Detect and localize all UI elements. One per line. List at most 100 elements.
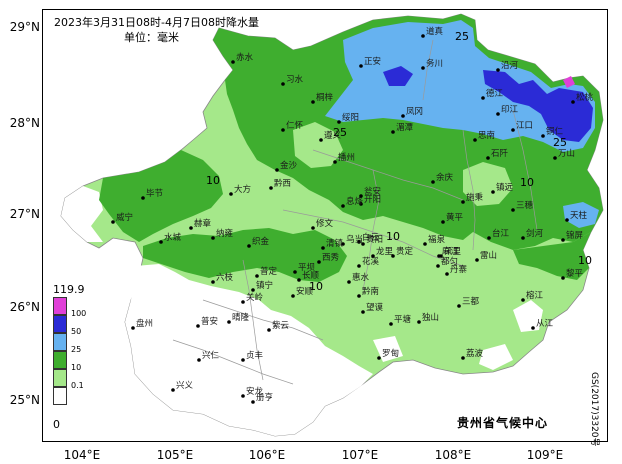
city-dot (487, 236, 491, 240)
map-title: 2023年3月31日08时-4月7日08时降水量 (54, 16, 259, 29)
city-label: 印江 (501, 104, 519, 115)
city-dot (445, 272, 449, 276)
city-dot (211, 236, 215, 240)
unit-label: 单位：毫米 (124, 31, 179, 44)
lon-label-104: 104°E (63, 448, 101, 462)
city-dot (521, 298, 525, 302)
city-label: 贞丰 (246, 350, 264, 361)
city-label: 纳雍 (216, 228, 234, 239)
city-dot (359, 194, 363, 198)
city-label: 关岭 (246, 292, 264, 303)
city-dot (251, 400, 255, 404)
very-heavy-rain-region-northeast (483, 70, 593, 142)
legend-level-label: 50 (71, 327, 82, 336)
legend-level-label: 25 (71, 345, 82, 354)
city-dot (401, 114, 405, 118)
city-dot (377, 356, 381, 360)
city-label: 黎平 (566, 268, 584, 279)
map-review-code: GS(2017)3320号 (589, 372, 599, 447)
contour-label: 10 (386, 230, 400, 243)
city-label: 惠水 (352, 272, 370, 283)
city-dot (357, 240, 361, 244)
map-frame: 25 25 25 10 10 10 10 10 道真 赤水 习水 正安 务川 沿河 桐梓 德江… (42, 9, 608, 442)
city-dot (361, 242, 365, 246)
city-label: 兴仁 (202, 350, 220, 361)
city-dot (255, 274, 259, 278)
city-label: 望谟 (366, 302, 384, 313)
city-dot (486, 156, 490, 160)
legend-level-label: 10 (71, 363, 82, 372)
city-dot (189, 226, 193, 230)
city-dot (571, 100, 575, 104)
city-label: 乌当 (346, 234, 363, 245)
city-label: 独山 (422, 312, 439, 323)
city-label: 荔波 (466, 348, 484, 359)
city-label: 务川 (426, 58, 443, 69)
lat-label-28: 28°N (9, 116, 40, 130)
city-dot (496, 112, 500, 116)
city-label: 道真 (426, 26, 444, 37)
county-boundaries (172, 39, 538, 385)
city-label: 榕江 (526, 290, 544, 301)
city-dot (423, 242, 427, 246)
city-label: 三穗 (516, 200, 534, 211)
lon-label-107: 107°E (341, 448, 379, 462)
city-dot (421, 66, 425, 70)
city-dot (341, 204, 345, 208)
city-dot (211, 280, 215, 284)
city-dot (491, 190, 495, 194)
city-dot (511, 128, 515, 132)
city-dot (561, 238, 565, 242)
dry-region-southwest (125, 264, 373, 436)
lon-label-105: 105°E (156, 448, 194, 462)
city-label: 安龙 (246, 386, 264, 397)
city-dot (281, 82, 285, 86)
city-label: 天柱 (570, 210, 588, 221)
city-dot (521, 236, 525, 240)
moderate-rain-region-west (99, 150, 223, 242)
city-dot (337, 120, 341, 124)
city-dot (417, 320, 421, 324)
city-dot (437, 254, 441, 258)
city-dot (481, 96, 485, 100)
city-dot (565, 218, 569, 222)
city-label: 大方 (234, 184, 251, 195)
city-dot (561, 276, 565, 280)
legend-swatch (53, 333, 67, 351)
city-label: 凤冈 (406, 107, 423, 117)
city-dot (197, 358, 201, 362)
city-label: 三都 (462, 297, 480, 307)
city-label: 开阳 (364, 195, 381, 205)
contour-label: 10 (578, 254, 592, 267)
contour-label: 10 (520, 176, 534, 189)
city-dot (131, 326, 135, 330)
city-label: 水城 (164, 232, 182, 243)
city-dot (297, 278, 301, 282)
city-dot (531, 326, 535, 330)
lat-label-25: 25°N (9, 393, 40, 407)
extreme-rain-spot (563, 76, 575, 88)
city-label: 德江 (486, 88, 504, 99)
city-label: 黄平 (446, 212, 464, 223)
lat-label-26: 26°N (9, 300, 40, 314)
city-label: 赫章 (194, 218, 212, 229)
moderate-rain-region-southeast (513, 232, 591, 280)
city-dot (461, 356, 465, 360)
city-label: 晴隆 (232, 312, 250, 323)
city-dot (389, 322, 393, 326)
city-dot (496, 68, 500, 72)
light-rain-pocket-northeast (463, 162, 513, 206)
city-dot (341, 242, 345, 246)
city-label: 花溪 (362, 256, 380, 267)
lon-label-108: 108°E (434, 448, 472, 462)
city-label: 白云 (362, 232, 380, 243)
lon-label-109: 109°E (526, 448, 564, 462)
city-label: 习水 (286, 74, 304, 85)
dry-patch-south (373, 336, 403, 362)
city-label: 西秀 (322, 252, 340, 263)
city-label: 万山 (558, 148, 575, 159)
very-heavy-rain-patch-north (383, 66, 413, 86)
city-label: 石阡 (491, 149, 509, 159)
city-dot (159, 240, 163, 244)
city-label: 威宁 (116, 212, 133, 223)
